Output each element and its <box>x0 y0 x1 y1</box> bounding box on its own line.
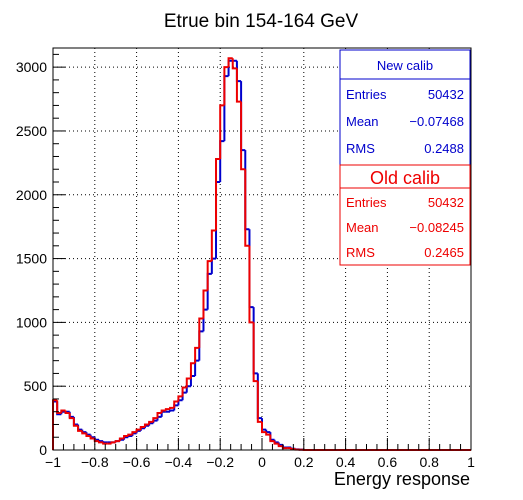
histogram-bin <box>85 433 91 437</box>
histogram-bin <box>206 260 212 291</box>
x-tick-label: 0.8 <box>419 454 439 470</box>
histogram-bin <box>202 289 208 319</box>
y-tick-label: 1000 <box>16 314 47 330</box>
stats-old-rms-label: RMS <box>346 245 375 260</box>
histogram-bin <box>215 158 221 231</box>
histogram-bin <box>81 430 87 435</box>
histogram-bin <box>148 420 154 425</box>
y-tick-label: 500 <box>24 378 48 394</box>
x-tick-label: 1 <box>467 454 475 470</box>
histogram-bin <box>89 435 95 440</box>
y-tick-label: 3000 <box>16 59 47 75</box>
histogram-bin <box>269 434 275 443</box>
histogram-bin <box>110 441 116 444</box>
histogram-bin <box>56 400 62 414</box>
x-tick-label: −0.4 <box>165 454 193 470</box>
histogram-bin <box>210 229 217 262</box>
histogram-bin <box>223 66 229 106</box>
histogram-bin <box>135 428 141 433</box>
x-tick-label: 0.6 <box>378 454 398 470</box>
stats-box-new-frame <box>339 49 471 166</box>
y-tick-label: 2000 <box>16 187 47 203</box>
stats-new-mean-value: −0.07468 <box>409 114 464 129</box>
x-tick-label: −1 <box>45 454 61 470</box>
histogram-bin <box>227 57 233 68</box>
histogram-bin <box>169 409 175 412</box>
histogram-bin <box>235 68 242 103</box>
histogram-bin <box>139 426 145 430</box>
stats-new-entries-value: 50432 <box>428 87 464 102</box>
y-tick-label: 0 <box>39 442 47 458</box>
histogram-bin <box>77 425 83 432</box>
histogram-bin <box>160 409 166 413</box>
histogram-bin <box>102 442 108 445</box>
histogram-bin <box>240 101 246 171</box>
histogram-bin <box>173 400 179 408</box>
y-tick-label: 1500 <box>16 251 47 267</box>
y-tick-label: 2500 <box>16 123 47 139</box>
stats-old-mean-value: −0.08245 <box>409 220 464 235</box>
stats-new-entries-label: Entries <box>346 87 387 102</box>
histogram-bin <box>256 381 262 423</box>
x-axis-label: Energy response <box>334 469 470 489</box>
axes: −1 −0.8 −0.6 −0.4 −0.2 0 0.2 0.4 0.6 0.8 1 0 500 1000… <box>16 53 475 470</box>
histogram-bin <box>277 443 283 448</box>
x-tick-label: −0.2 <box>206 454 234 470</box>
histogram-bin <box>177 395 183 402</box>
stats-box-old-frame <box>339 164 471 266</box>
stats-new-mean-label: Mean <box>346 114 379 129</box>
histogram-bin <box>265 432 271 436</box>
histogram-bin <box>156 411 162 419</box>
histogram-bin <box>114 440 120 443</box>
histogram-bin <box>127 433 133 436</box>
histogram-bin <box>60 409 66 413</box>
histogram-bin <box>118 437 125 442</box>
stats-old-mean-label: Mean <box>346 220 379 235</box>
x-tick-label: 0 <box>258 454 266 470</box>
histogram-bin <box>248 245 254 324</box>
stats-box-new-calib: New calib Entries 50432 Mean −0.07468 RM… <box>339 49 471 166</box>
histogram-bin <box>244 169 250 247</box>
histogram-bin <box>164 408 171 411</box>
histogram-bin <box>68 412 74 420</box>
histogram-bin <box>231 58 237 70</box>
stats-old-entries-value: 50432 <box>428 195 464 210</box>
histogram-bin <box>169 406 175 410</box>
histogram-bin <box>97 441 104 444</box>
histogram-bin <box>273 441 279 445</box>
stats-old-rms-value: 0.2465 <box>424 245 464 260</box>
stats-old-entries-label: Entries <box>346 195 387 210</box>
stats-new-name: New calib <box>377 58 433 73</box>
histogram-bin <box>252 322 258 383</box>
x-tick-label: 0.4 <box>336 454 356 470</box>
histogram-bin <box>185 377 191 388</box>
chart-title: Etrue bin 154-164 GeV <box>164 11 359 32</box>
histogram-bin <box>219 104 225 160</box>
x-tick-label: −0.6 <box>123 454 151 470</box>
histogram-bin <box>152 417 158 422</box>
stats-box-old-calib: Old calib Entries 50432 Mean −0.08245 RM… <box>339 164 471 266</box>
histogram-bin <box>189 362 196 379</box>
x-tick-label: 0.2 <box>294 454 314 470</box>
histogram-bin <box>72 418 79 427</box>
histogram-bin <box>143 423 150 428</box>
histogram-bin <box>261 421 267 434</box>
stats-old-name: Old calib <box>370 168 440 188</box>
histogram-bin <box>290 447 296 450</box>
stats-new-rms-label: RMS <box>346 141 375 156</box>
histogram-bin <box>194 346 200 364</box>
histogram-bin <box>123 434 129 439</box>
stats-new-rms-value: 0.2488 <box>424 141 464 156</box>
histogram-bin <box>198 317 204 348</box>
histogram-bin <box>64 410 70 414</box>
x-tick-label: −0.8 <box>81 454 109 470</box>
histogram-bin <box>181 386 187 397</box>
histogram-bin <box>131 431 137 435</box>
